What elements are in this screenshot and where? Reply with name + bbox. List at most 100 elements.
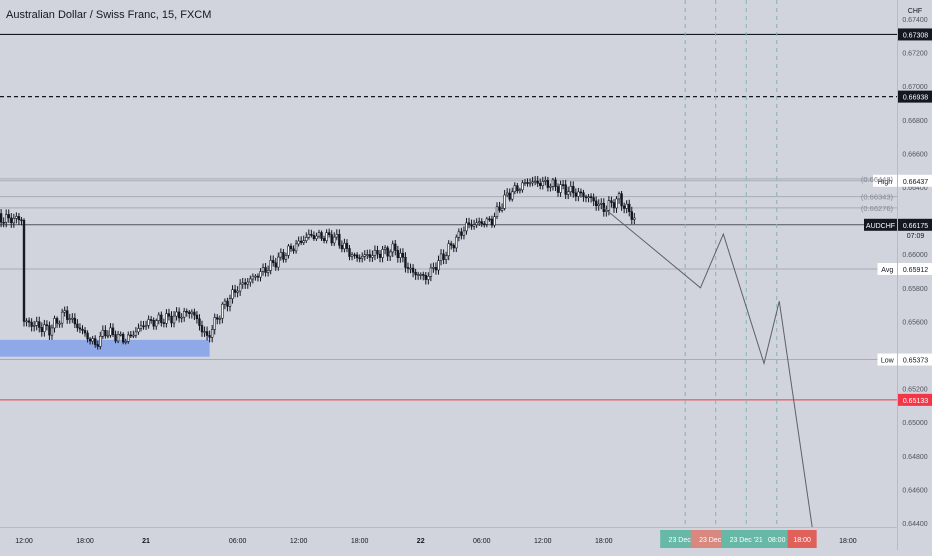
level-lines: High AUDCHF Avg Low xyxy=(0,33,897,401)
candle-body xyxy=(68,318,71,321)
price-tick-label: 0.66800 xyxy=(902,118,927,125)
candle-body xyxy=(577,191,580,197)
candle-body xyxy=(582,192,585,198)
time-tick-label: 12:00 xyxy=(15,538,33,545)
price-tick-label: 0.65800 xyxy=(902,286,927,293)
candle-body xyxy=(536,180,539,184)
candle-body xyxy=(96,344,99,347)
candle-body xyxy=(361,256,364,259)
candle-body xyxy=(592,197,595,202)
price-tick-label: 0.65200 xyxy=(902,387,927,394)
candle-body xyxy=(71,317,74,320)
bracket-price-label: (0.66343) xyxy=(861,193,894,202)
candle-body xyxy=(554,179,557,188)
projection-path xyxy=(603,207,813,527)
candle-body xyxy=(320,232,323,239)
candle-body xyxy=(465,222,468,232)
candle-body xyxy=(335,234,338,238)
candle-body xyxy=(600,202,603,205)
candle-body xyxy=(213,317,216,330)
avg-price-tag: 0.65912 xyxy=(903,267,928,274)
time-axis[interactable]: 12:00 18:00 21 06:00 12:00 18:00 22 06:00 12:00 1… xyxy=(0,527,913,550)
candle-body xyxy=(338,234,341,246)
candle-body xyxy=(544,180,547,182)
candle-body xyxy=(177,311,181,319)
candle-body xyxy=(101,329,105,337)
candle-body xyxy=(272,260,275,264)
candle-body xyxy=(299,240,303,243)
candle-body xyxy=(40,327,44,333)
candle-body xyxy=(505,192,509,196)
candle-body xyxy=(579,191,583,194)
candle-body xyxy=(404,256,407,268)
candle-body xyxy=(589,196,593,198)
candle-body xyxy=(292,248,295,252)
candle-body xyxy=(427,276,430,280)
candle-body xyxy=(386,247,389,257)
candle-body xyxy=(162,322,166,324)
candle-body xyxy=(124,341,127,343)
price-ticks: 0.67400 0.67200 0.67000 0.66800 0.66600 0.664… xyxy=(902,17,927,528)
candle-body xyxy=(185,310,188,313)
chart-area[interactable]: High AUDCHF Avg Low (0.66448) (0.66343) (0.66… xyxy=(0,0,897,527)
candle-body xyxy=(518,189,522,192)
candle-body xyxy=(50,327,54,336)
candle-body xyxy=(129,334,133,337)
time-tag-label: 23 Dec '21 xyxy=(730,537,763,544)
candle-body xyxy=(366,254,369,256)
candle-body xyxy=(345,242,349,249)
candle-body xyxy=(157,314,160,321)
candles xyxy=(0,176,636,350)
candle-body xyxy=(363,254,366,257)
candle-body xyxy=(620,193,623,207)
candle-body xyxy=(165,313,168,324)
candle-body xyxy=(155,320,158,327)
candle-body xyxy=(99,335,102,347)
candle-body xyxy=(55,318,59,324)
time-tick-label: 18:00 xyxy=(76,538,94,545)
candle-body xyxy=(17,216,21,221)
candle-body xyxy=(4,214,8,223)
bracket-price-label: (0.66448) xyxy=(861,175,894,184)
candle-body xyxy=(45,324,49,327)
candle-body xyxy=(30,321,33,327)
candle-body xyxy=(549,186,552,188)
candle-body xyxy=(368,254,372,258)
price-axis[interactable]: CHF 0.67400 0.67200 0.67000 0.66800 0.66600 0… xyxy=(897,0,932,550)
candle-body xyxy=(236,290,239,293)
candle-body xyxy=(625,203,628,209)
upper-solid-tag-bg xyxy=(898,28,932,41)
candle-body xyxy=(254,275,257,278)
price-tick-label: 0.64600 xyxy=(902,487,927,494)
candle-body xyxy=(526,182,529,184)
candle-body xyxy=(0,213,3,223)
candle-body xyxy=(399,252,402,258)
candle-body xyxy=(325,232,328,241)
candle-body xyxy=(371,255,374,258)
candle-body xyxy=(190,311,194,315)
candle-body xyxy=(401,252,405,258)
candle-body xyxy=(602,202,606,212)
projection-line[interactable] xyxy=(603,207,813,527)
candle-body xyxy=(83,330,87,334)
candle-body xyxy=(315,235,318,240)
candle-body xyxy=(208,335,211,338)
candle-body xyxy=(381,249,384,258)
candle-body xyxy=(198,318,201,326)
candle-body xyxy=(223,300,227,305)
candle-body xyxy=(20,219,23,222)
high-price-tag-bg xyxy=(898,174,932,187)
candle-body xyxy=(414,271,417,276)
candle-body xyxy=(472,224,476,227)
upper-solid-tag: 0.67308 xyxy=(903,32,928,39)
candle-body xyxy=(312,235,316,240)
candle-body xyxy=(437,260,440,271)
candle-body xyxy=(221,303,224,319)
candle-body xyxy=(457,231,461,238)
demand-zone[interactable] xyxy=(0,339,210,357)
candle-body xyxy=(86,332,89,340)
candle-body xyxy=(251,275,255,280)
candle-body xyxy=(73,317,77,325)
candle-body xyxy=(546,180,550,188)
